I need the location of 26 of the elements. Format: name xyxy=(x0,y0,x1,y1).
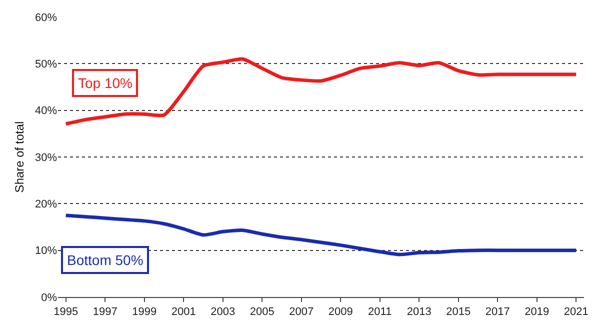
y-tick-label: 20% xyxy=(34,198,58,211)
x-tick-label: 1995 xyxy=(54,306,78,318)
x-tick-label: 2003 xyxy=(210,306,236,318)
text: Bottom 50% xyxy=(67,252,144,268)
line-series xyxy=(64,214,578,256)
line-series xyxy=(64,57,578,126)
y-tick-label: 0% xyxy=(41,292,58,304)
x-tick-label: 2019 xyxy=(524,306,550,318)
y-tick-label: 50% xyxy=(34,58,58,71)
x-tick-label: 2011 xyxy=(368,306,392,318)
y-tick-label: 60% xyxy=(34,12,58,24)
x-tick-label: 2007 xyxy=(289,306,314,318)
x-tick-label: 2015 xyxy=(446,306,471,318)
x-tick-label: 2005 xyxy=(250,306,274,318)
x-tick-label: 2021 xyxy=(564,306,588,318)
x-tick-label: 2017 xyxy=(485,306,510,318)
x-tick-label: 1999 xyxy=(132,306,157,318)
x-tick-label: 2009 xyxy=(328,306,353,318)
y-tick-label: 40% xyxy=(34,105,58,118)
series-label: Top 10% xyxy=(78,75,132,91)
x-tick-label: 1997 xyxy=(92,306,118,318)
y-tick-label: 30% xyxy=(34,152,58,164)
y-axis-title: Share of total xyxy=(12,121,26,193)
x-tick-label: 2013 xyxy=(406,306,432,318)
x-tick-label: 2001 xyxy=(171,306,196,318)
y-tick-label: 10% xyxy=(34,245,58,258)
